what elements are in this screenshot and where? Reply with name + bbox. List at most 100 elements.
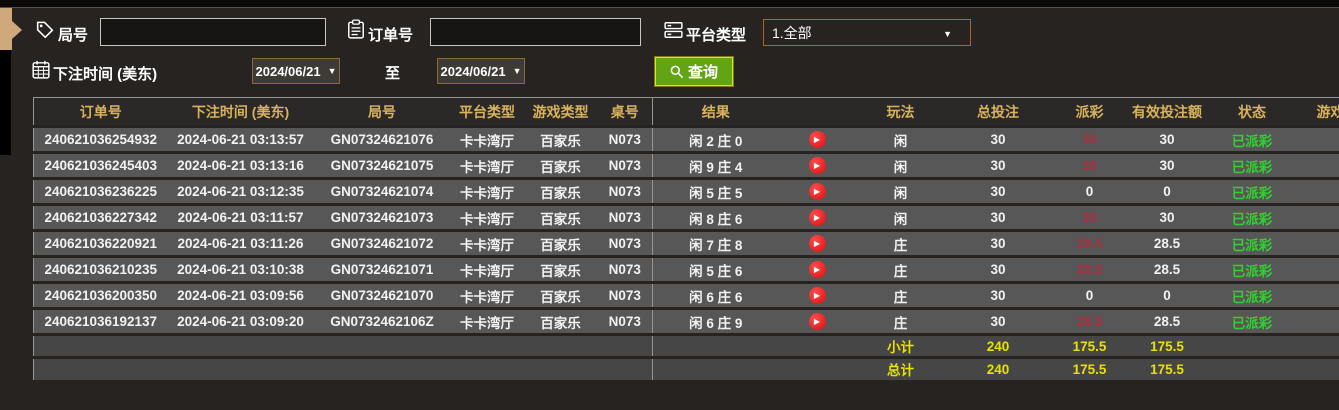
round-id-cell: GN07324621071	[330, 262, 434, 277]
status-badge: 已派彩	[1231, 159, 1273, 175]
total-bet-sum: 240	[986, 338, 1010, 354]
col-bet-time: 下注时间 (美东)	[167, 97, 314, 127]
result-cell: 闲 5 庄 6	[689, 263, 743, 279]
play-icon[interactable]: ▶	[808, 313, 826, 330]
col-table-no: 桌号	[597, 97, 653, 127]
platform-cell: 卡卡湾厅	[460, 159, 514, 175]
replay-cell: ▶	[779, 179, 856, 205]
result-cell: 闲 9 庄 4	[689, 159, 743, 175]
game-mode-cell: -	[1299, 205, 1339, 231]
col-round-id: 局号	[313, 97, 451, 127]
replay-cell: ▶	[779, 205, 856, 231]
col-bet-type: 玩法	[855, 97, 946, 127]
result-cell: 闲 6 庄 6	[689, 289, 743, 305]
total-row: 总计 240 175.5 175.5	[33, 357, 1339, 380]
result-cell: 闲 8 庄 6	[689, 211, 743, 227]
play-icon[interactable]: ▶	[808, 261, 826, 278]
game-type-cell: 百家乐	[540, 263, 581, 279]
round-id-input[interactable]	[100, 18, 326, 46]
calendar-icon	[32, 60, 50, 79]
bet-type-cell: 庄	[893, 315, 908, 331]
status-badge: 已派彩	[1231, 289, 1273, 305]
col-platform: 平台类型	[450, 97, 524, 127]
play-icon[interactable]: ▶	[808, 287, 826, 304]
col-result: 结果	[652, 97, 779, 127]
game-mode-cell: -	[1299, 153, 1339, 179]
total-bet-cell: 30	[990, 132, 1006, 147]
status-badge: 已派彩	[1231, 211, 1273, 227]
bet-records-table: 订单号 下注时间 (美东) 局号 平台类型 游戏类型 桌号 结果 玩法 总投注 …	[33, 97, 1339, 410]
bet-type-cell: 闲	[893, 133, 908, 149]
game-type-cell: 百家乐	[540, 289, 581, 305]
bet-time-cell: 2024-06-21 03:13:57	[177, 132, 304, 147]
bet-type-cell: 庄	[893, 263, 908, 279]
replay-cell: ▶	[779, 153, 856, 179]
chevron-down-icon: ▼	[943, 29, 952, 39]
status-badge: 已派彩	[1231, 315, 1273, 331]
total-row-spacer3	[779, 335, 856, 358]
window-top-strip	[0, 0, 1339, 8]
total-row-spacer2	[653, 335, 779, 358]
date-from-select[interactable]: 2024/06/21 ▼	[252, 58, 340, 84]
payout-cell: 28.5	[1076, 314, 1103, 329]
result-cell: 闲 2 庄 0	[689, 133, 743, 149]
platform-type-value: 1.全部	[772, 24, 812, 41]
table-row: 240621036210235 2024-06-21 03:10:38 GN07…	[33, 256, 1339, 283]
date-to-select[interactable]: 2024/06/21 ▼	[437, 58, 525, 84]
table-row: 240621036254932 2024-06-21 03:13:57 GN07…	[33, 126, 1339, 153]
game-type-cell: 百家乐	[540, 133, 581, 149]
round-id-cell: GN07324621074	[330, 184, 434, 199]
table-header-row: 订单号 下注时间 (美东) 局号 平台类型 游戏类型 桌号 结果 玩法 总投注 …	[33, 97, 1339, 127]
total-row-spacer	[33, 334, 653, 358]
order-id-input[interactable]	[430, 18, 641, 46]
total-valid-sum: 175.5	[1150, 361, 1184, 377]
col-total-bet: 总投注	[945, 97, 1051, 127]
total-bet-cell: 30	[990, 288, 1006, 303]
game-mode-cell: -	[1299, 257, 1339, 283]
table-row: 240621036220921 2024-06-21 03:11:26 GN07…	[33, 230, 1339, 257]
platform-type-select[interactable]: 1.全部 ▼	[763, 19, 971, 46]
total-valid-sum: 175.5	[1150, 338, 1184, 354]
col-game-type: 游戏类型	[523, 97, 598, 127]
platform-cell: 卡卡湾厅	[460, 211, 514, 227]
bet-time-label: 下注时间 (美东)	[53, 66, 158, 83]
total-row-spacer3	[779, 358, 856, 380]
play-icon[interactable]: ▶	[808, 157, 826, 174]
game-mode-cell: -	[1299, 231, 1339, 257]
col-status: 状态	[1205, 97, 1299, 127]
game-mode-cell: -	[1299, 283, 1339, 309]
order-id-cell: 240621036227342	[44, 210, 158, 225]
table-row: 240621036192137 2024-06-21 03:09:20 GN07…	[33, 308, 1339, 335]
order-id-cell: 240621036200350	[44, 288, 158, 303]
replay-cell: ▶	[779, 309, 856, 335]
table-no-cell: N073	[597, 126, 653, 153]
play-icon[interactable]: ▶	[808, 183, 826, 200]
table-row: 240621036245403 2024-06-21 03:13:16 GN07…	[33, 152, 1339, 179]
replay-cell: ▶	[779, 231, 856, 257]
bet-time-cell: 2024-06-21 03:10:38	[177, 262, 304, 277]
sidebar-arrow-decoration	[0, 8, 22, 50]
order-id-label: 订单号	[368, 27, 414, 44]
table-no-cell: N073	[597, 282, 653, 309]
play-icon[interactable]: ▶	[808, 131, 826, 148]
col-replay	[778, 97, 856, 127]
table-no-cell: N073	[597, 152, 653, 179]
bet-time-cell: 2024-06-21 03:11:57	[177, 210, 304, 225]
search-button[interactable]: 查询	[654, 56, 734, 87]
col-game-mode: 游戏模式	[1298, 97, 1339, 127]
total-row-spacer	[33, 357, 653, 380]
total-bet-sum: 240	[986, 361, 1010, 377]
game-type-cell: 百家乐	[540, 237, 581, 253]
play-icon[interactable]: ▶	[808, 209, 826, 226]
date-to-value: 2024/06/21	[440, 63, 506, 79]
date-range-to-label: 至	[385, 65, 401, 82]
replay-cell: ▶	[779, 283, 856, 309]
total-label: 小计	[887, 340, 914, 355]
search-button-label: 查询	[687, 64, 718, 81]
order-id-cell: 240621036245403	[44, 158, 158, 173]
total-label: 总计	[887, 363, 914, 379]
bet-type-cell: 庄	[893, 237, 908, 253]
total-row-spacer5	[1299, 335, 1339, 358]
play-icon[interactable]: ▶	[808, 235, 826, 252]
bet-type-cell: 闲	[893, 185, 908, 201]
